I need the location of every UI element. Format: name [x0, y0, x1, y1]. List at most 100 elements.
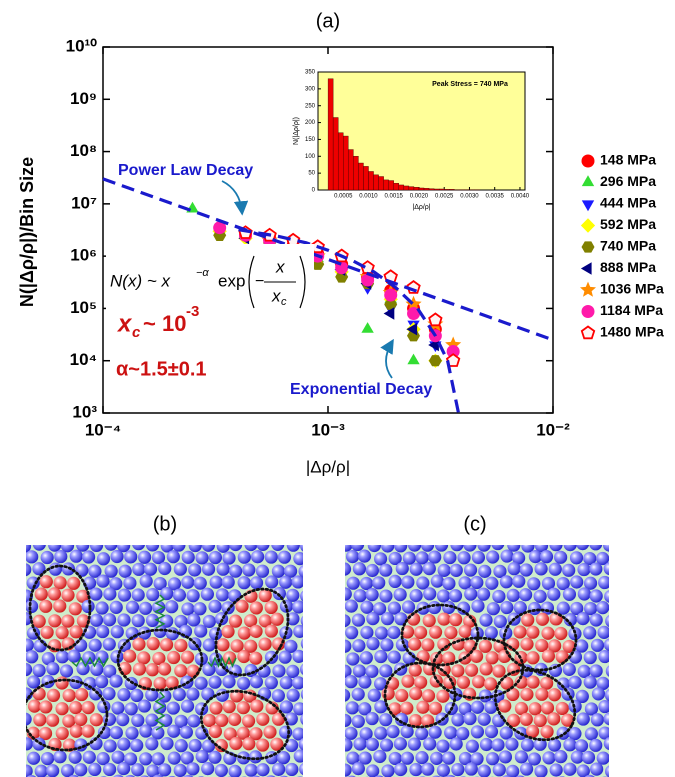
blue-particle — [374, 700, 388, 714]
blue-particle — [54, 549, 68, 564]
inset-x-label: |Δρ/ρ| — [412, 204, 430, 211]
blue-particle — [374, 649, 388, 664]
blue-particle — [416, 576, 430, 590]
blue-particle — [111, 750, 125, 764]
blue-particle — [109, 577, 123, 591]
red-particle — [258, 637, 272, 651]
blue-particle — [194, 676, 208, 690]
histogram-bar — [444, 189, 450, 191]
blue-particle — [300, 590, 303, 602]
blue-particle — [293, 552, 303, 566]
blue-particle — [46, 764, 60, 777]
panel-label: (b) — [153, 513, 177, 535]
red-particle — [258, 614, 272, 628]
blue-particle — [237, 576, 251, 590]
legend-marker — [581, 154, 595, 168]
red-particle — [249, 624, 263, 638]
blue-particle — [500, 600, 514, 615]
red-particle — [258, 588, 272, 603]
blue-particle — [492, 589, 506, 604]
blue-particle — [152, 774, 164, 777]
red-particle — [451, 664, 465, 678]
blue-particle — [584, 601, 598, 616]
blue-particle — [549, 763, 563, 777]
legend-label: 148 MPa — [600, 152, 656, 168]
red-particle — [526, 724, 540, 738]
blue-particle — [291, 575, 303, 589]
red-particle — [442, 651, 456, 665]
blue-particle — [117, 761, 131, 776]
inset-y-tick-label: 0 — [312, 188, 316, 194]
blue-particle — [208, 550, 223, 565]
red-particle — [157, 662, 172, 676]
blue-particle — [26, 650, 39, 664]
blue-particle — [554, 550, 568, 564]
blue-particle — [53, 750, 67, 764]
blue-particle — [292, 727, 303, 741]
blue-particle — [55, 650, 69, 664]
blue-particle — [278, 650, 292, 664]
blue-particle — [151, 726, 165, 740]
inset-title: Peak Stress = 740 MPa — [432, 81, 508, 88]
red-particle — [145, 663, 160, 677]
blue-particle — [365, 737, 379, 751]
blue-particle — [229, 545, 243, 552]
blue-particle — [499, 626, 513, 640]
legend-label: 1480 MPa — [600, 324, 664, 340]
red-particle — [436, 689, 450, 703]
blue-particle — [491, 738, 505, 752]
blue-particle — [165, 600, 179, 614]
blue-particle — [499, 575, 514, 589]
cluster-outline — [26, 678, 109, 752]
blue-particle — [277, 751, 291, 765]
blue-particle — [160, 586, 174, 601]
blue-particle — [145, 737, 159, 751]
histogram-bar — [383, 179, 389, 191]
histogram-bar — [373, 174, 379, 191]
blue-particle — [74, 763, 88, 777]
y-tick-label: 10⁵ — [70, 298, 97, 317]
blue-particle — [286, 545, 300, 552]
blue-particle — [583, 626, 597, 640]
blue-particle — [160, 545, 174, 553]
blue-particle — [307, 676, 320, 689]
blue-particle — [188, 563, 202, 577]
blue-particle — [193, 576, 207, 590]
annotation: -3 — [186, 303, 199, 320]
blue-particle — [575, 689, 589, 704]
blue-particle — [437, 563, 451, 577]
annotation: Power Law Decay — [118, 162, 253, 179]
red-particle — [413, 625, 428, 640]
blue-particle — [298, 738, 303, 751]
blue-particle — [229, 564, 243, 578]
inset-y-tick-label: 250 — [305, 103, 316, 109]
blue-particle — [125, 774, 136, 777]
blue-particle — [388, 751, 402, 766]
red-particle — [174, 638, 188, 653]
blue-particle — [291, 676, 303, 690]
blue-particle — [95, 675, 109, 689]
blue-particle — [379, 664, 393, 678]
blue-particle — [563, 545, 577, 552]
y-tick-label: 10⁷ — [71, 193, 97, 212]
red-particle — [202, 713, 217, 728]
blue-particle — [195, 749, 209, 764]
red-particle — [400, 701, 414, 715]
blue-particle — [125, 600, 140, 614]
blue-particle — [430, 751, 444, 765]
histogram-bar — [423, 188, 430, 191]
red-particle — [68, 602, 82, 616]
blue-particle — [48, 545, 62, 552]
blue-particle — [556, 576, 570, 591]
red-particle — [249, 727, 263, 741]
blue-particle — [556, 677, 571, 691]
blue-particle — [381, 545, 395, 553]
schematic — [26, 545, 320, 777]
blue-particle — [562, 563, 576, 577]
blue-particle — [430, 574, 444, 588]
blue-particle — [96, 624, 110, 639]
blue-particle — [612, 577, 625, 590]
y-tick-label: 10¹⁰ — [66, 36, 98, 55]
blue-particle — [484, 725, 499, 739]
